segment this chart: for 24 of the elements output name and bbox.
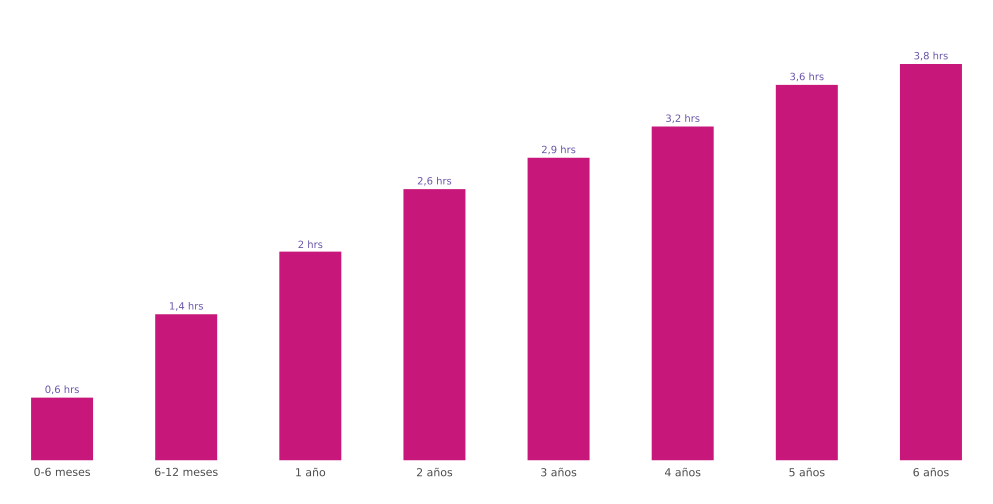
x-tick-label: 2 años: [416, 468, 452, 476]
bar: [900, 64, 962, 460]
data-label: 2,6 hrs: [418, 176, 452, 186]
data-label: 3,6 hrs: [790, 72, 824, 82]
bar: [776, 84, 838, 460]
x-tick-label: 0-6 meses: [34, 468, 90, 476]
bar: [279, 252, 342, 460]
data-label: 3,8 hrs: [914, 52, 948, 60]
x-tick-label: 3 años: [541, 468, 576, 476]
data-label: 2,9 hrs: [542, 146, 576, 154]
bar: [31, 398, 94, 460]
bar: [652, 126, 714, 460]
bar: [155, 314, 218, 460]
bar: [403, 189, 466, 460]
data-label: 3,2 hrs: [666, 114, 700, 124]
x-tick-label: 6-12 meses: [154, 468, 218, 476]
x-tick-label: 1 año: [296, 468, 326, 476]
x-tick-label: 5 años: [789, 468, 825, 476]
data-label: 0,6 hrs: [45, 385, 79, 394]
x-tick-label: 6 años: [913, 468, 949, 476]
data-label: 2 hrs: [298, 240, 322, 248]
bar: [528, 158, 590, 460]
x-tick-label: 4 años: [664, 468, 700, 476]
data-label: 1,4 hrs: [170, 302, 204, 311]
